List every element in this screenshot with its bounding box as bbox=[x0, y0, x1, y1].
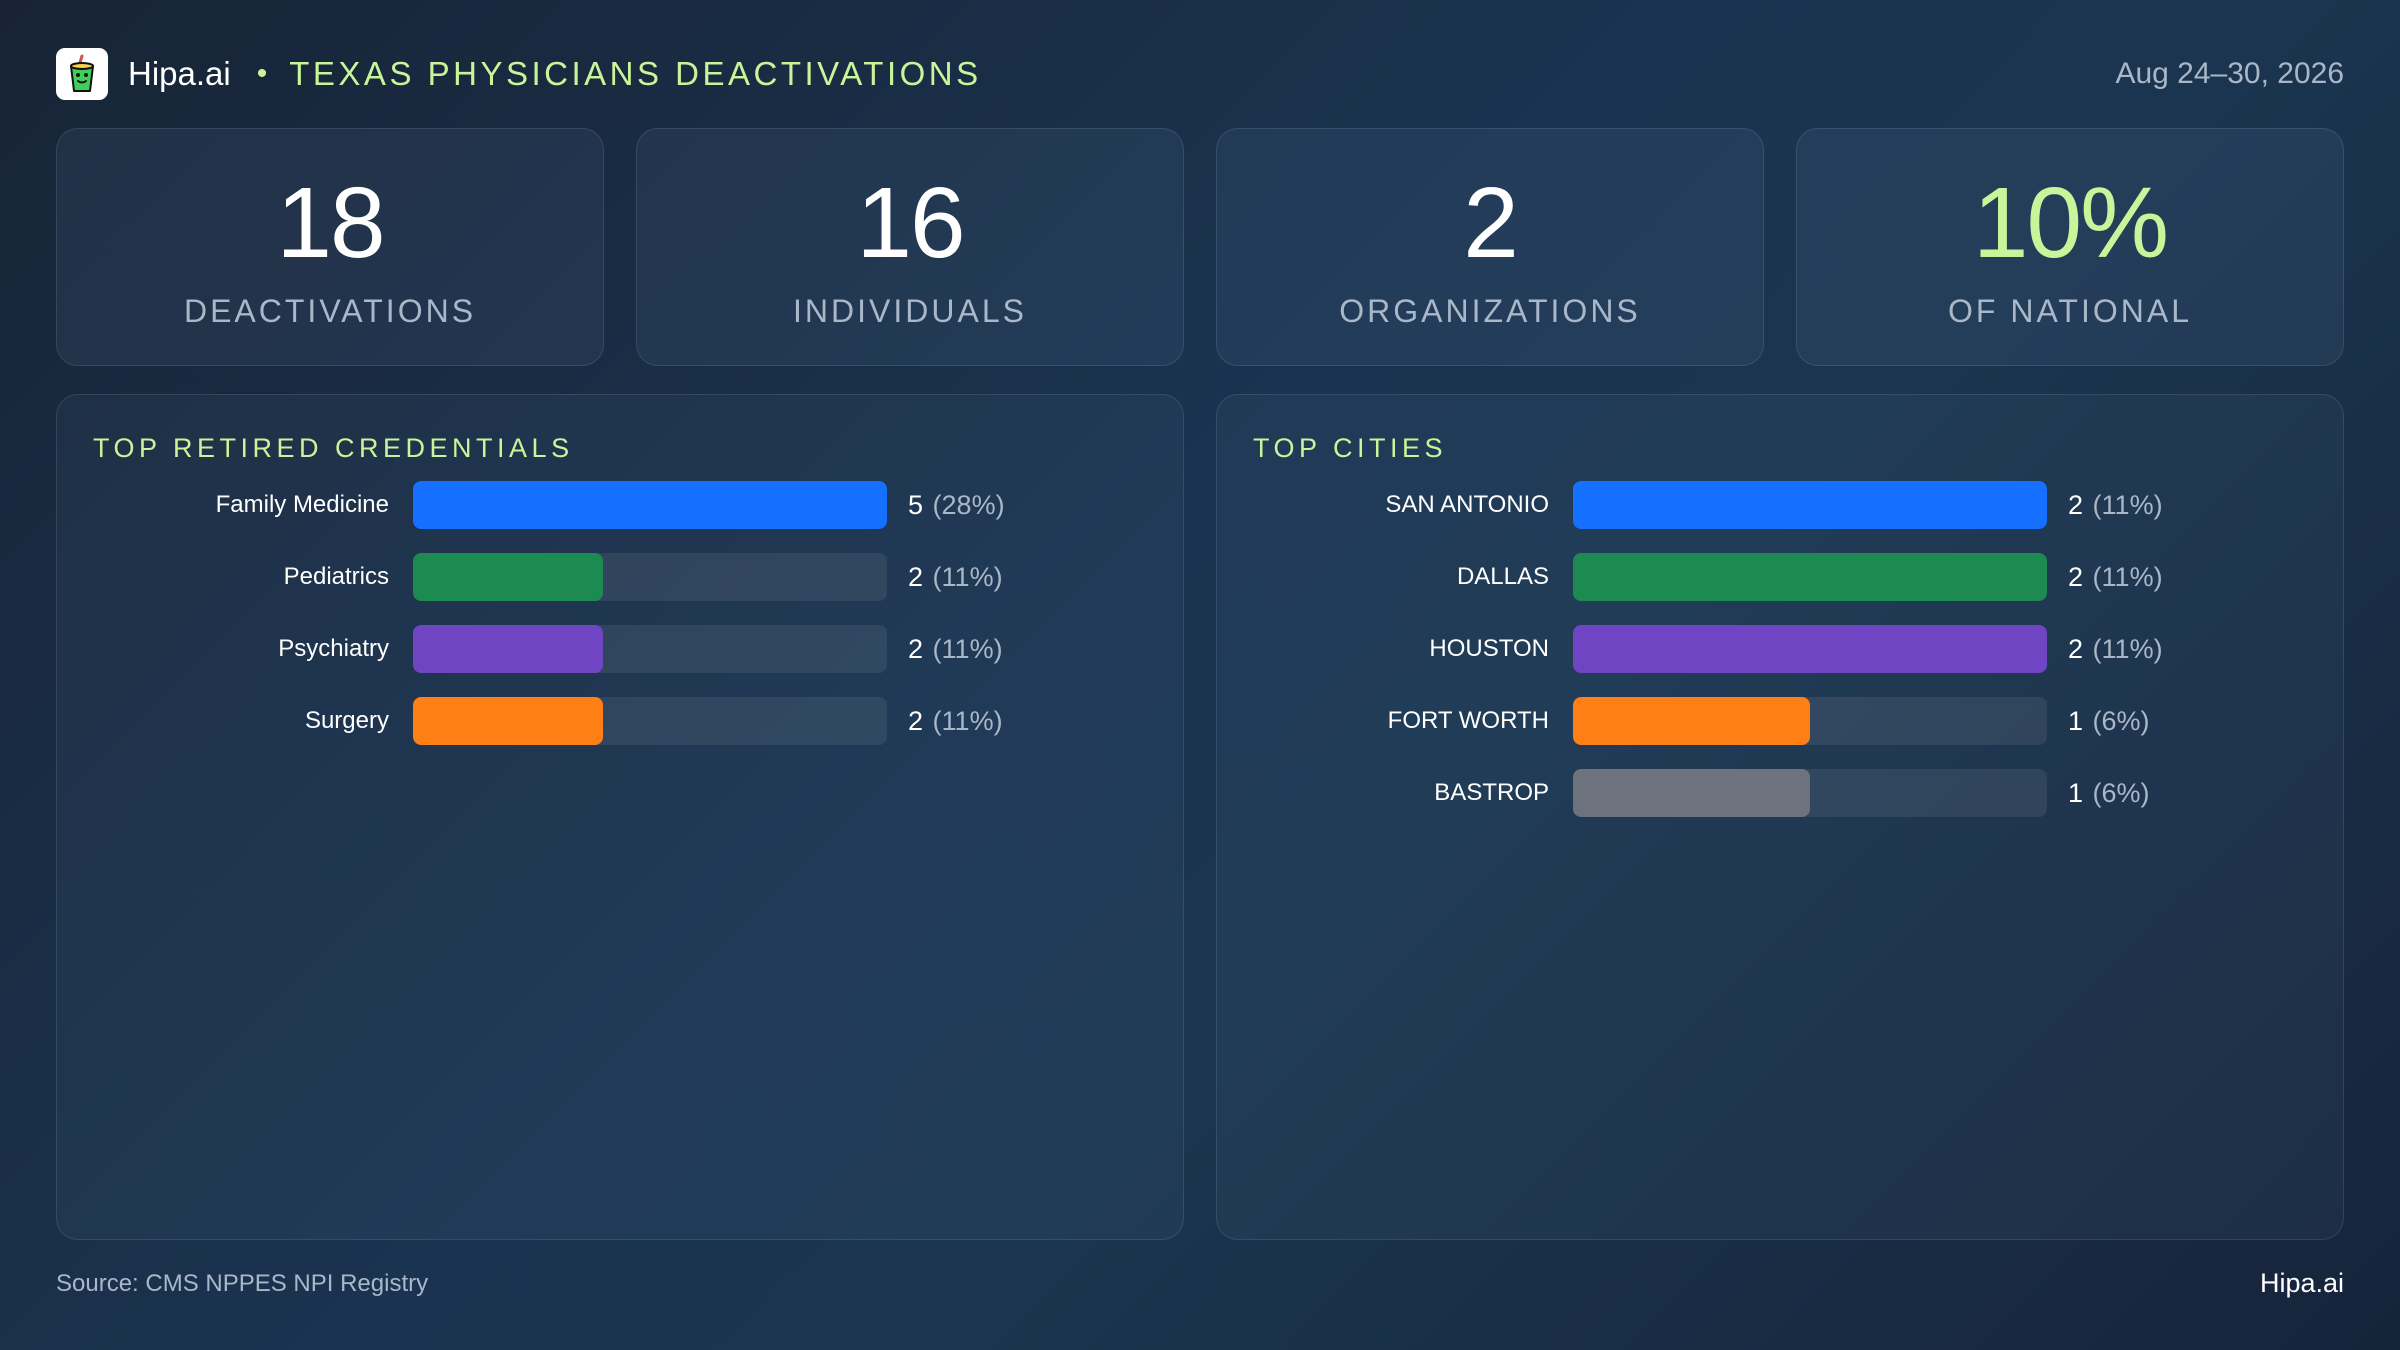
bar-track bbox=[1573, 625, 2047, 673]
bar-row: Pediatrics 2 (11%) bbox=[57, 553, 1183, 601]
bar-count: 2 bbox=[908, 706, 924, 736]
bar-category-label: SAN ANTONIO bbox=[1385, 491, 1549, 518]
cities-bar-chart: SAN ANTONIO 2 (11%) DALLAS 2 (11%) HOUSTON 2 … bbox=[1217, 481, 2343, 841]
bar-value-label: 2 (11%) bbox=[2068, 481, 2163, 529]
bar-count: 2 bbox=[2068, 634, 2084, 664]
bar-row: HOUSTON 2 (11%) bbox=[1217, 625, 2343, 673]
bar-count: 5 bbox=[908, 490, 924, 520]
bar bbox=[413, 481, 887, 529]
bar bbox=[1573, 625, 2047, 673]
drink-cup-icon bbox=[70, 54, 94, 92]
bar-category-label: Surgery bbox=[304, 707, 389, 734]
bar-percent: (28%) bbox=[932, 490, 1005, 520]
kpi-card-individuals: 16 INDIVIDUALS bbox=[636, 128, 1184, 366]
bar bbox=[413, 697, 603, 745]
bar-row: DALLAS 2 (11%) bbox=[1217, 553, 2343, 601]
source-note: Source: CMS NPPES NPI Registry bbox=[56, 1270, 429, 1297]
kpi-label: INDIVIDUALS bbox=[793, 292, 1027, 329]
bar-category-label: Psychiatry bbox=[278, 635, 389, 662]
bar-count: 2 bbox=[2068, 562, 2084, 592]
bar-percent: (11%) bbox=[2092, 634, 2163, 664]
bar-row: BASTROP 1 (6%) bbox=[1217, 769, 2343, 817]
panel-title: TOP CITIES bbox=[1253, 433, 1448, 463]
bar-count: 1 bbox=[2068, 706, 2084, 736]
bar-track bbox=[1573, 697, 2047, 745]
brand-name: Hipa.ai bbox=[128, 55, 231, 92]
bar-value-label: 1 (6%) bbox=[2068, 697, 2150, 745]
bar bbox=[1573, 697, 1810, 745]
bar-track bbox=[413, 553, 887, 601]
bar-value-label: 2 (11%) bbox=[908, 697, 1003, 745]
brand-logo bbox=[56, 48, 108, 100]
kpi-card-organizations: 2 ORGANIZATIONS bbox=[1216, 128, 1764, 366]
bar-category-label: Pediatrics bbox=[283, 563, 389, 590]
credentials-bar-chart: Family Medicine 5 (28%) Pediatrics 2 (11%) P… bbox=[57, 481, 1183, 769]
kpi-value: 16 bbox=[856, 166, 965, 279]
bar-row: Psychiatry 2 (11%) bbox=[57, 625, 1183, 673]
bar-count: 2 bbox=[2068, 490, 2084, 520]
bar-percent: (11%) bbox=[932, 706, 1003, 736]
kpi-label: ORGANIZATIONS bbox=[1339, 292, 1641, 329]
bar-category-label: BASTROP bbox=[1434, 779, 1549, 806]
bar-percent: (6%) bbox=[2092, 778, 2150, 808]
bar-percent: (11%) bbox=[2092, 490, 2163, 520]
credentials-panel: TOP RETIRED CREDENTIALS Family Medicine 5… bbox=[56, 394, 1184, 1240]
bar-row: FORT WORTH 1 (6%) bbox=[1217, 697, 2343, 745]
bar-row: Surgery 2 (11%) bbox=[57, 697, 1183, 745]
bar-value-label: 2 (11%) bbox=[908, 553, 1003, 601]
bar-value-label: 1 (6%) bbox=[2068, 769, 2150, 817]
header: Hipa.ai • TEXAS PHYSICIANS DEACTIVATIONS… bbox=[56, 48, 2344, 100]
bar-row: SAN ANTONIO 2 (11%) bbox=[1217, 481, 2343, 529]
panel-title: TOP RETIRED CREDENTIALS bbox=[93, 433, 574, 463]
bar-track bbox=[1573, 481, 2047, 529]
footer-brand: Hipa.ai bbox=[2259, 1268, 2344, 1298]
cities-panel: TOP CITIES SAN ANTONIO 2 (11%) DALLAS 2 (11… bbox=[1216, 394, 2344, 1240]
bar-category-label: DALLAS bbox=[1456, 563, 1549, 590]
bar-value-label: 5 (28%) bbox=[908, 481, 1005, 529]
report-title: TEXAS PHYSICIANS DEACTIVATIONS bbox=[289, 55, 982, 92]
bar-value-label: 2 (11%) bbox=[908, 625, 1003, 673]
bar-count: 2 bbox=[908, 562, 924, 592]
kpi-row: 18 DEACTIVATIONS 16 INDIVIDUALS 2 ORGANI… bbox=[56, 128, 2344, 366]
bar-count: 2 bbox=[908, 634, 924, 664]
bar-row: Family Medicine 5 (28%) bbox=[57, 481, 1183, 529]
bar-track bbox=[413, 625, 887, 673]
title-separator: • bbox=[256, 57, 268, 90]
kpi-label: DEACTIVATIONS bbox=[183, 292, 477, 329]
bar-track bbox=[413, 481, 887, 529]
bar-value-label: 2 (11%) bbox=[2068, 625, 2163, 673]
bar-track bbox=[1573, 769, 2047, 817]
bar-percent: (11%) bbox=[2092, 562, 2163, 592]
kpi-card-deactivations: 18 DEACTIVATIONS bbox=[56, 128, 604, 366]
bar-percent: (11%) bbox=[932, 634, 1003, 664]
bar-value-label: 2 (11%) bbox=[2068, 553, 2163, 601]
bar-category-label: FORT WORTH bbox=[1387, 707, 1549, 734]
kpi-label: OF NATIONAL bbox=[1948, 292, 2192, 329]
bar bbox=[413, 625, 603, 673]
bar-track bbox=[1573, 553, 2047, 601]
bar-count: 1 bbox=[2068, 778, 2084, 808]
bar-percent: (11%) bbox=[932, 562, 1003, 592]
kpi-value: 18 bbox=[276, 166, 385, 279]
bar bbox=[1573, 553, 2047, 601]
kpi-value: 10% bbox=[1972, 166, 2169, 279]
bar bbox=[413, 553, 603, 601]
bar-percent: (6%) bbox=[2092, 706, 2150, 736]
bar bbox=[1573, 769, 1810, 817]
bar bbox=[1573, 481, 2047, 529]
bar-track bbox=[413, 697, 887, 745]
kpi-card-national-share: 10% OF NATIONAL bbox=[1796, 128, 2344, 366]
bar-category-label: Family Medicine bbox=[215, 491, 389, 518]
bar-category-label: HOUSTON bbox=[1429, 635, 1549, 662]
date-range: Aug 24–30, 2026 bbox=[2115, 57, 2344, 90]
kpi-value: 2 bbox=[1463, 166, 1519, 279]
